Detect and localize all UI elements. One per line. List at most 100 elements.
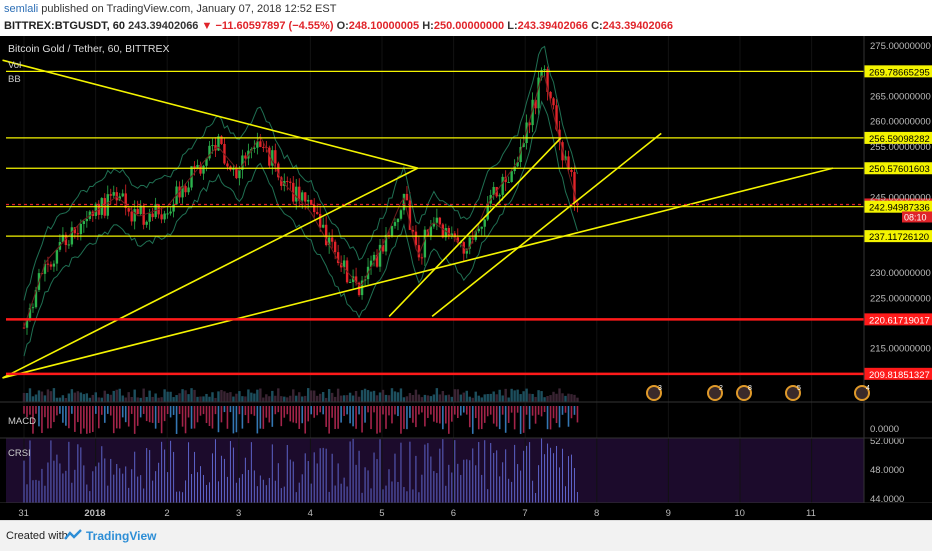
candle-body	[447, 228, 451, 237]
volume-bar	[184, 390, 187, 402]
macd-bar	[427, 406, 429, 418]
crsi-bar	[481, 474, 483, 503]
volume-bar	[52, 388, 56, 402]
candle-body	[226, 163, 229, 167]
candle-body	[408, 200, 412, 230]
volume-bar	[318, 393, 322, 402]
volume-bar	[187, 394, 190, 402]
volume-bar	[82, 394, 86, 402]
macd-bar	[202, 406, 205, 415]
candle-body	[312, 204, 316, 213]
volume-bar	[298, 392, 301, 402]
event-badge-count: 8	[748, 385, 752, 392]
volume-bar	[372, 390, 376, 402]
candle-body	[31, 307, 35, 309]
macd-bar	[196, 406, 199, 423]
macd-bar	[23, 406, 25, 414]
candle-body	[444, 228, 448, 238]
candle-body	[525, 122, 528, 144]
candle-body	[453, 233, 457, 238]
tradingview-brand[interactable]: TradingView	[86, 529, 157, 543]
volume-bar	[172, 397, 175, 402]
macd-bar	[83, 406, 85, 429]
volume-bar	[121, 395, 124, 402]
candle-body	[187, 187, 190, 193]
crsi-bar	[361, 492, 363, 503]
volume-bar	[468, 396, 471, 402]
volume-bar	[492, 391, 495, 402]
level-price-label: 269.78665295	[869, 67, 930, 78]
crsi-bar	[283, 486, 285, 503]
publisher-name[interactable]: semlali	[4, 3, 39, 15]
volume-bar	[211, 392, 214, 402]
volume-bar	[130, 397, 133, 402]
volume-bar	[193, 389, 196, 402]
crsi-bar	[514, 444, 516, 503]
crsi-bar	[211, 453, 213, 503]
crsi-bar	[185, 480, 187, 503]
macd-tick-label: 0.0000	[870, 424, 899, 435]
candle-body	[378, 244, 382, 267]
macd-bar	[53, 406, 55, 423]
chart-svg[interactable]: 269.78665295256.59098282250.57601603243.…	[0, 36, 932, 520]
macd-bar	[430, 406, 432, 415]
volume-bar	[178, 393, 181, 402]
macd-bar	[483, 406, 486, 423]
macd-bar	[35, 406, 37, 414]
crsi-bar	[358, 450, 360, 503]
macd-bar	[462, 406, 465, 413]
macd-bar	[370, 406, 372, 430]
crsi-bar	[295, 492, 297, 503]
crsi-bar	[149, 450, 151, 503]
crsi-bar	[508, 478, 510, 503]
macd-bar	[525, 406, 528, 415]
crsi-bar	[433, 471, 435, 503]
crsi-bar	[394, 453, 396, 503]
macd-bar	[256, 406, 259, 434]
volume-bar	[97, 397, 100, 402]
macd-bar	[531, 406, 534, 416]
crsi-bar	[427, 443, 429, 503]
volume-bar	[202, 396, 205, 402]
candle-body	[169, 211, 172, 214]
crsi-bar	[110, 458, 112, 503]
volume-bar	[570, 394, 573, 402]
volume-bar	[465, 390, 468, 402]
event-badge	[646, 385, 662, 401]
crsi-bar	[460, 474, 462, 503]
volume-bar	[118, 388, 121, 402]
crsi-bar	[113, 474, 115, 503]
candle-body	[564, 156, 567, 161]
macd-bar	[418, 406, 420, 415]
crsi-bar	[146, 448, 148, 503]
volume-bar	[480, 397, 483, 402]
volume-bar	[196, 396, 199, 402]
candle-body	[130, 211, 133, 222]
crsi-bar	[292, 461, 294, 503]
candle-body	[372, 254, 376, 261]
volume-bar	[79, 392, 83, 402]
macd-bar	[139, 406, 142, 418]
macd-bar	[142, 406, 145, 414]
macd-bar	[352, 406, 354, 427]
volume-bar	[333, 396, 337, 402]
volume-bar	[37, 390, 41, 402]
price-change: ▼ −11.60597897 (−4.55%)	[201, 20, 334, 32]
crsi-bar	[104, 458, 106, 503]
candle-body	[52, 263, 56, 267]
volume-bar	[450, 396, 454, 402]
candle-body	[333, 241, 337, 253]
macd-bar	[106, 406, 109, 414]
chart-area[interactable]: 269.78665295256.59098282250.57601603243.…	[0, 36, 932, 520]
crsi-bar	[567, 456, 569, 503]
candle-body	[133, 209, 136, 222]
volume-bar	[423, 394, 427, 402]
volume-bar	[342, 395, 346, 402]
level-price-label: 250.57601603	[869, 164, 930, 175]
volume-bar	[399, 388, 403, 402]
macd-bar	[262, 406, 265, 429]
volume-bar	[67, 393, 71, 402]
level-label-bg	[864, 230, 932, 243]
macd-bar	[283, 406, 286, 418]
macd-bar	[172, 406, 175, 415]
